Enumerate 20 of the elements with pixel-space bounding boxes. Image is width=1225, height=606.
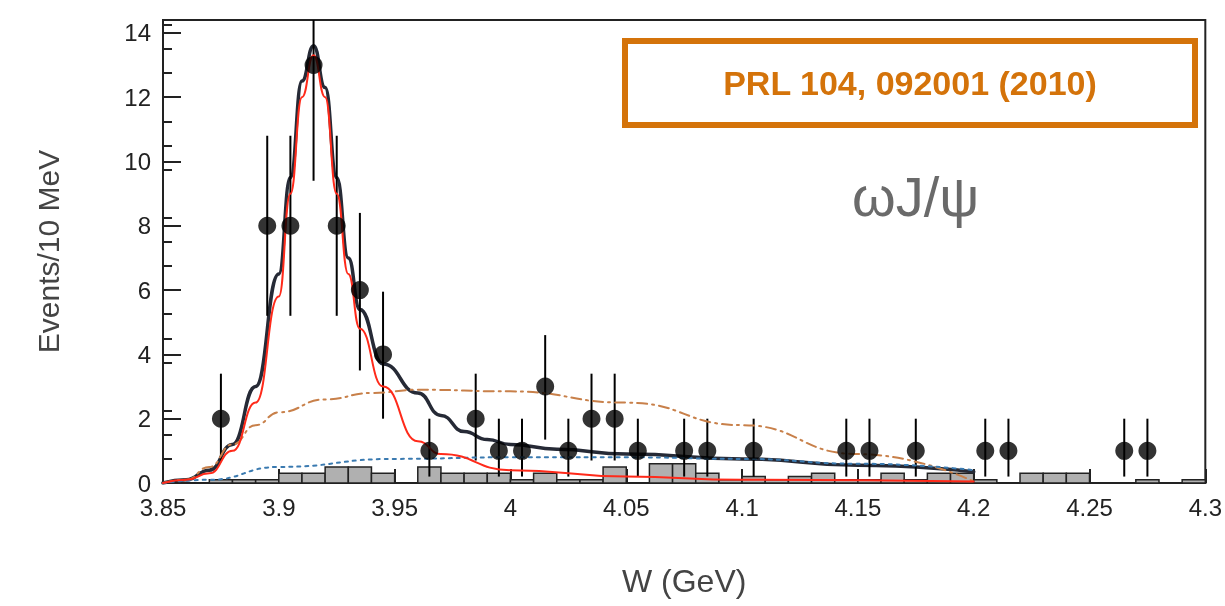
- x-tick-label: 4.3: [1188, 493, 1223, 521]
- x-tick-label: 4.2: [957, 493, 991, 521]
- x-tick-label: 3.95: [371, 493, 418, 521]
- y-tick-label: 2: [137, 405, 151, 433]
- y-tick-label: 6: [137, 276, 151, 304]
- y-tick-label: 8: [137, 212, 151, 240]
- y-tick-label: 12: [124, 83, 151, 111]
- x-tick-label: 4: [503, 493, 518, 521]
- annotation: PRL 104, 092001 (2010): [723, 64, 1097, 102]
- x-tick-label: 3.9: [262, 493, 296, 521]
- x-tick-label: 4.05: [602, 493, 650, 521]
- y-tick-label: 14: [124, 19, 151, 47]
- annotation: ωJ/ψ: [852, 164, 980, 228]
- x-tick-label: 4.25: [1066, 493, 1113, 521]
- x-tick-label: 4.15: [834, 493, 882, 521]
- y-tick-label: 4: [137, 340, 151, 368]
- x-tick-label: 4.1: [725, 493, 759, 521]
- y-tick-label: 10: [124, 147, 151, 175]
- x-axis-title: W (GeV): [621, 563, 747, 599]
- y-axis-title: Events/10 MeV: [31, 149, 65, 354]
